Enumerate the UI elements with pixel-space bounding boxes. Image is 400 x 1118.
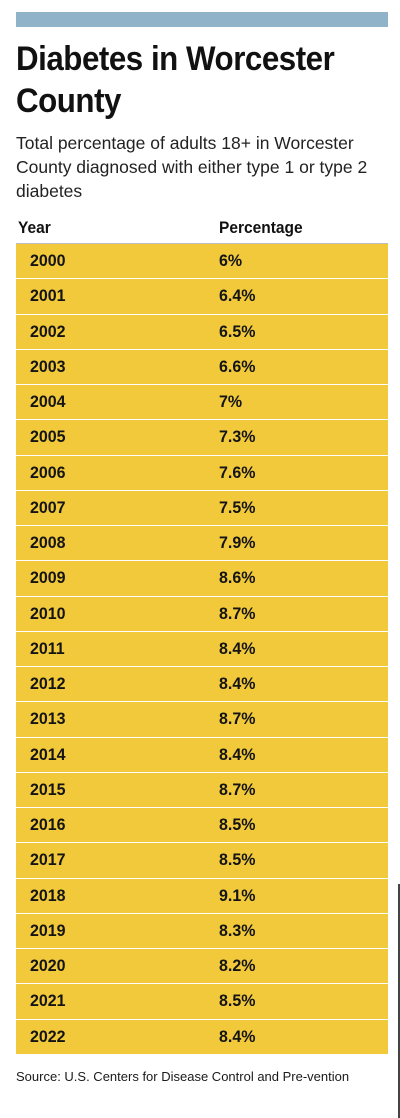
- percentage-cell: 8.3%: [219, 920, 256, 940]
- header-accent-bar: [16, 12, 388, 27]
- year-cell: 2009: [30, 568, 66, 588]
- percentage-cell: 8.4%: [219, 674, 256, 694]
- table-row: 2010 8.7%: [16, 596, 388, 632]
- table-row: 2014 8.4%: [16, 737, 388, 773]
- percentage-cell: 7.9%: [219, 533, 256, 553]
- table-row: 2017 8.5%: [16, 843, 388, 879]
- table-row: 2022 8.4%: [16, 1019, 388, 1055]
- table-row: 2009 8.6%: [16, 561, 388, 597]
- header-divider: [16, 243, 388, 244]
- percentage-cell: 7.5%: [219, 497, 256, 517]
- year-cell: 2000: [30, 251, 66, 270]
- year-cell: 2003: [30, 356, 66, 376]
- source-note: Source: U.S. Centers for Disease Control…: [16, 1069, 350, 1084]
- percentage-cell: 6.4%: [219, 286, 256, 306]
- year-cell: 2019: [30, 920, 66, 940]
- year-cell: 2021: [30, 991, 66, 1011]
- percentage-cell: 7%: [219, 392, 243, 412]
- table-row: 2018 9.1%: [16, 878, 388, 914]
- table-row: 2019 8.3%: [16, 913, 388, 950]
- table-row: 2000 6%: [16, 244, 388, 280]
- table-row: 2005 7.3%: [16, 420, 388, 456]
- percentage-cell: 8.7%: [219, 603, 256, 623]
- year-cell: 2010: [30, 603, 66, 623]
- year-cell: 2016: [30, 815, 66, 835]
- percentage-cell: 8.5%: [219, 991, 256, 1011]
- chart-title: Diabetes in Worcester County: [16, 40, 335, 120]
- year-cell: 2006: [30, 462, 66, 482]
- table-row: 2006 7.6%: [16, 455, 388, 491]
- year-cell: 2014: [30, 744, 66, 764]
- percentage-cell: 6%: [219, 251, 243, 270]
- year-cell: 2022: [30, 1026, 66, 1046]
- percentage-cell: 8.4%: [219, 744, 256, 764]
- percentage-cell: 8.6%: [219, 568, 256, 588]
- percentage-cell: 8.5%: [219, 850, 256, 870]
- percentage-cell: 8.5%: [219, 815, 256, 835]
- year-cell: 2011: [30, 638, 65, 658]
- year-cell: 2007: [30, 497, 66, 517]
- table-row: 2012 8.4%: [16, 667, 388, 703]
- year-cell: 2008: [30, 533, 66, 553]
- percentage-cell: 8.2%: [219, 956, 256, 976]
- table-row: 2013 8.7%: [16, 702, 388, 738]
- data-table: 2000 6% 2001 6.4% 2002 6.5% 2003 6.6% 2004 7% 2005…: [16, 244, 388, 1055]
- table-row: 2003 6.6%: [16, 349, 388, 386]
- table-row: 2007 7.5%: [16, 490, 388, 527]
- percentage-cell: 8.4%: [219, 638, 256, 658]
- year-cell: 2017: [30, 850, 66, 870]
- percentage-cell: 8.7%: [219, 709, 256, 729]
- year-cell: 2005: [30, 427, 66, 447]
- percentage-cell: 8.7%: [219, 779, 256, 799]
- table-row: 2004 7%: [16, 385, 388, 421]
- year-cell: 2004: [30, 392, 66, 412]
- year-cell: 2001: [30, 286, 66, 306]
- year-cell: 2015: [30, 779, 66, 799]
- column-header-year: Year: [18, 219, 51, 237]
- table-row: 2021 8.5%: [16, 984, 388, 1020]
- year-cell: 2020: [30, 956, 66, 976]
- table-row: 2020 8.2%: [16, 949, 388, 985]
- chart-subtitle: Total percentage of adults 18+ in Worces…: [16, 133, 368, 201]
- percentage-cell: 9.1%: [219, 885, 256, 905]
- edge-divider: [398, 884, 400, 1118]
- table-row: 2002 6.5%: [16, 314, 388, 350]
- table-row: 2015 8.7%: [16, 772, 388, 809]
- percentage-cell: 7.3%: [219, 427, 256, 447]
- table-row: 2008 7.9%: [16, 526, 388, 562]
- percentage-cell: 6.5%: [219, 321, 256, 341]
- percentage-cell: 7.6%: [219, 462, 256, 482]
- column-header-percentage: Percentage: [219, 219, 303, 237]
- percentage-cell: 6.6%: [219, 356, 256, 376]
- year-cell: 2013: [30, 709, 66, 729]
- percentage-cell: 8.4%: [219, 1026, 256, 1046]
- table-row: 2011 8.4%: [16, 631, 388, 668]
- table-row: 2001 6.4%: [16, 279, 388, 315]
- year-cell: 2002: [30, 321, 66, 341]
- table-row: 2016 8.5%: [16, 808, 388, 844]
- year-cell: 2018: [30, 885, 66, 905]
- year-cell: 2012: [30, 674, 66, 694]
